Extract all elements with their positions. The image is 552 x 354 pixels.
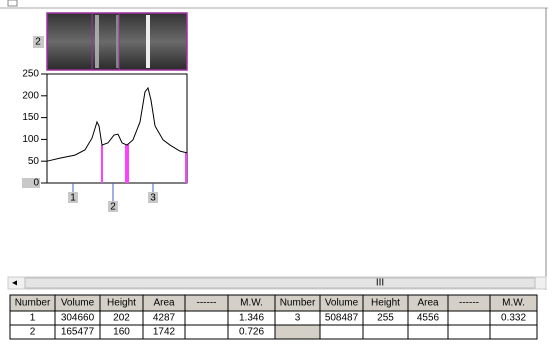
- toolbar-icon[interactable]: [8, 0, 17, 6]
- table-value: 255: [377, 313, 394, 324]
- column-header: Volume: [61, 298, 95, 309]
- column-header: ------: [459, 298, 479, 309]
- table-value: 0.726: [239, 327, 264, 338]
- table-value: 2: [30, 327, 36, 338]
- scroll-left-arrow[interactable]: ◂: [12, 278, 17, 289]
- results-table: Number Volume Height Area ------ M.W. Number Vo…: [10, 295, 537, 339]
- lane-label: 2: [35, 37, 41, 48]
- peak-label: 2: [110, 202, 116, 213]
- column-header: Number: [15, 298, 51, 309]
- table-cell: [275, 325, 320, 339]
- column-header: Number: [280, 298, 316, 309]
- table-value: 508487: [325, 313, 359, 324]
- table-cell: [185, 311, 228, 325]
- column-header: M.W.: [502, 298, 525, 309]
- y-tick-label: 100: [22, 134, 39, 145]
- table-cell: [448, 325, 490, 339]
- table-value: 1: [30, 313, 36, 324]
- table-cell: [490, 325, 537, 339]
- table-value: 3: [295, 313, 301, 324]
- y-tick-label: 0: [33, 178, 39, 189]
- y-tick-label: 200: [22, 90, 39, 101]
- table-value: 304660: [61, 313, 95, 324]
- table-value: 4556: [417, 313, 440, 324]
- table-value: 160: [113, 327, 130, 338]
- plot-frame: [47, 74, 187, 183]
- scroll-grip: III: [376, 278, 384, 289]
- table-value: 4287: [153, 313, 176, 324]
- column-header: M.W.: [240, 298, 263, 309]
- table-cell: [448, 311, 490, 325]
- table-value: 0.332: [501, 313, 526, 324]
- gel-image: [47, 13, 187, 70]
- table-value: 1.346: [239, 313, 264, 324]
- table-value: 1742: [153, 327, 176, 338]
- y-tick-label: 50: [28, 156, 40, 167]
- table-cell: [320, 325, 363, 339]
- column-header: Volume: [325, 298, 359, 309]
- table-cell: [408, 325, 448, 339]
- table-value: 202: [113, 313, 130, 324]
- column-header: Height: [107, 298, 136, 309]
- app-window: 2 0 50 100 150 200 250 1 2 3 ◂ III Number Volume H…: [0, 0, 552, 349]
- y-tick-label: 150: [22, 112, 39, 123]
- peak-label: 3: [150, 193, 156, 204]
- column-header: ------: [197, 298, 217, 309]
- column-header: Height: [371, 298, 400, 309]
- horizontal-scrollbar[interactable]: ◂ III: [8, 277, 546, 289]
- y-tick-label: 250: [22, 69, 39, 80]
- table-cell: [363, 325, 408, 339]
- peak-label: 1: [70, 193, 76, 204]
- column-header: Area: [153, 298, 175, 309]
- table-value: 165477: [61, 327, 95, 338]
- column-header: Area: [417, 298, 439, 309]
- table-cell: [185, 325, 228, 339]
